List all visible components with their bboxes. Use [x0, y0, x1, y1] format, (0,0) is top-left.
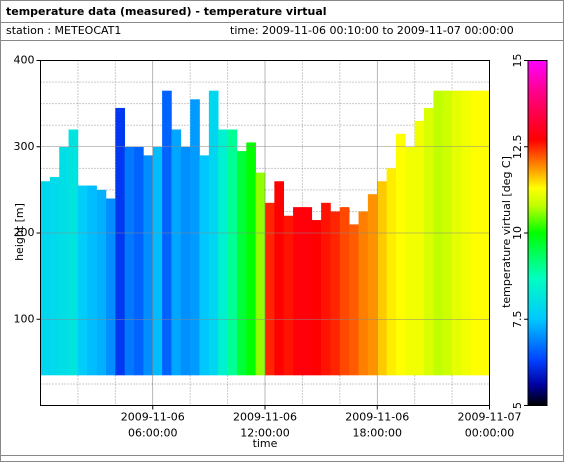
- data-column: [227, 129, 238, 376]
- data-column: [152, 146, 163, 376]
- x-tick-label: 2009-11-07: [458, 411, 522, 424]
- data-column: [143, 155, 154, 376]
- colorbar-tick-label: 10: [511, 226, 524, 240]
- x-axis-label: time: [253, 437, 278, 450]
- data-column: [424, 107, 434, 376]
- x-tick-label: 18:00:00: [353, 427, 402, 440]
- data-column: [49, 176, 60, 376]
- data-column: [339, 207, 350, 376]
- colorbar: [527, 60, 548, 406]
- data-column: [414, 120, 425, 376]
- data-column: [124, 146, 135, 376]
- data-column: [105, 198, 116, 376]
- y-tick-label: 100: [14, 312, 35, 325]
- data-column: [199, 155, 210, 376]
- data-column: [59, 146, 69, 376]
- data-column: [293, 207, 303, 376]
- data-column: [377, 181, 387, 376]
- x-tick-label: 12:00:00: [240, 427, 289, 440]
- chart-title: temperature data (measured) - temperatur…: [6, 5, 327, 18]
- data-column: [68, 129, 79, 376]
- data-column: [302, 207, 313, 376]
- data-column: [236, 151, 247, 376]
- data-column: [246, 142, 256, 376]
- data-column: [330, 211, 341, 376]
- data-column: [386, 168, 397, 376]
- plot-border: [40, 60, 490, 406]
- data-column: [77, 185, 88, 376]
- data-column: [87, 185, 97, 376]
- data-column: [358, 211, 369, 376]
- colorbar-tick-label: 7.5: [511, 311, 524, 329]
- data-column: [115, 107, 125, 376]
- data-column: [349, 224, 359, 376]
- x-tick-label: 2009-11-06: [345, 411, 409, 424]
- data-column: [190, 99, 200, 376]
- time-range: time: 2009-11-06 00:10:00 to 2009-11-07 …: [230, 24, 514, 37]
- data-column: [180, 146, 191, 376]
- x-tick-label: 2009-11-06: [233, 411, 297, 424]
- data-column: [283, 215, 294, 376]
- data-column: [171, 129, 182, 376]
- data-column: [274, 181, 285, 376]
- y-axis-label: height [m]: [13, 203, 26, 261]
- data-column: [405, 146, 415, 376]
- colorbar-tick-label: 5: [511, 402, 524, 409]
- x-tick-label: 06:00:00: [128, 427, 177, 440]
- x-tick-label: 2009-11-06: [121, 411, 185, 424]
- data-column: [395, 133, 406, 376]
- data-column: [367, 194, 378, 376]
- data-column: [218, 129, 228, 376]
- colorbar-tick-label: 15: [511, 54, 524, 68]
- station: station : METEOCAT1: [6, 24, 121, 37]
- colorbar-label: temperature virtual [deg C]: [500, 156, 513, 308]
- data-column: [321, 202, 331, 376]
- y-tick-label: 400: [14, 54, 35, 67]
- x-tick-label: 00:00:00: [465, 427, 514, 440]
- data-column: [96, 189, 107, 376]
- y-tick-label: 200: [14, 226, 35, 239]
- data-column: [255, 172, 266, 376]
- data-column: [134, 146, 144, 376]
- data-column: [265, 202, 275, 376]
- colorbar-tick-label: 12.5: [511, 135, 524, 160]
- y-tick-label: 300: [14, 140, 35, 153]
- data-column: [40, 181, 51, 376]
- data-column: [311, 220, 322, 376]
